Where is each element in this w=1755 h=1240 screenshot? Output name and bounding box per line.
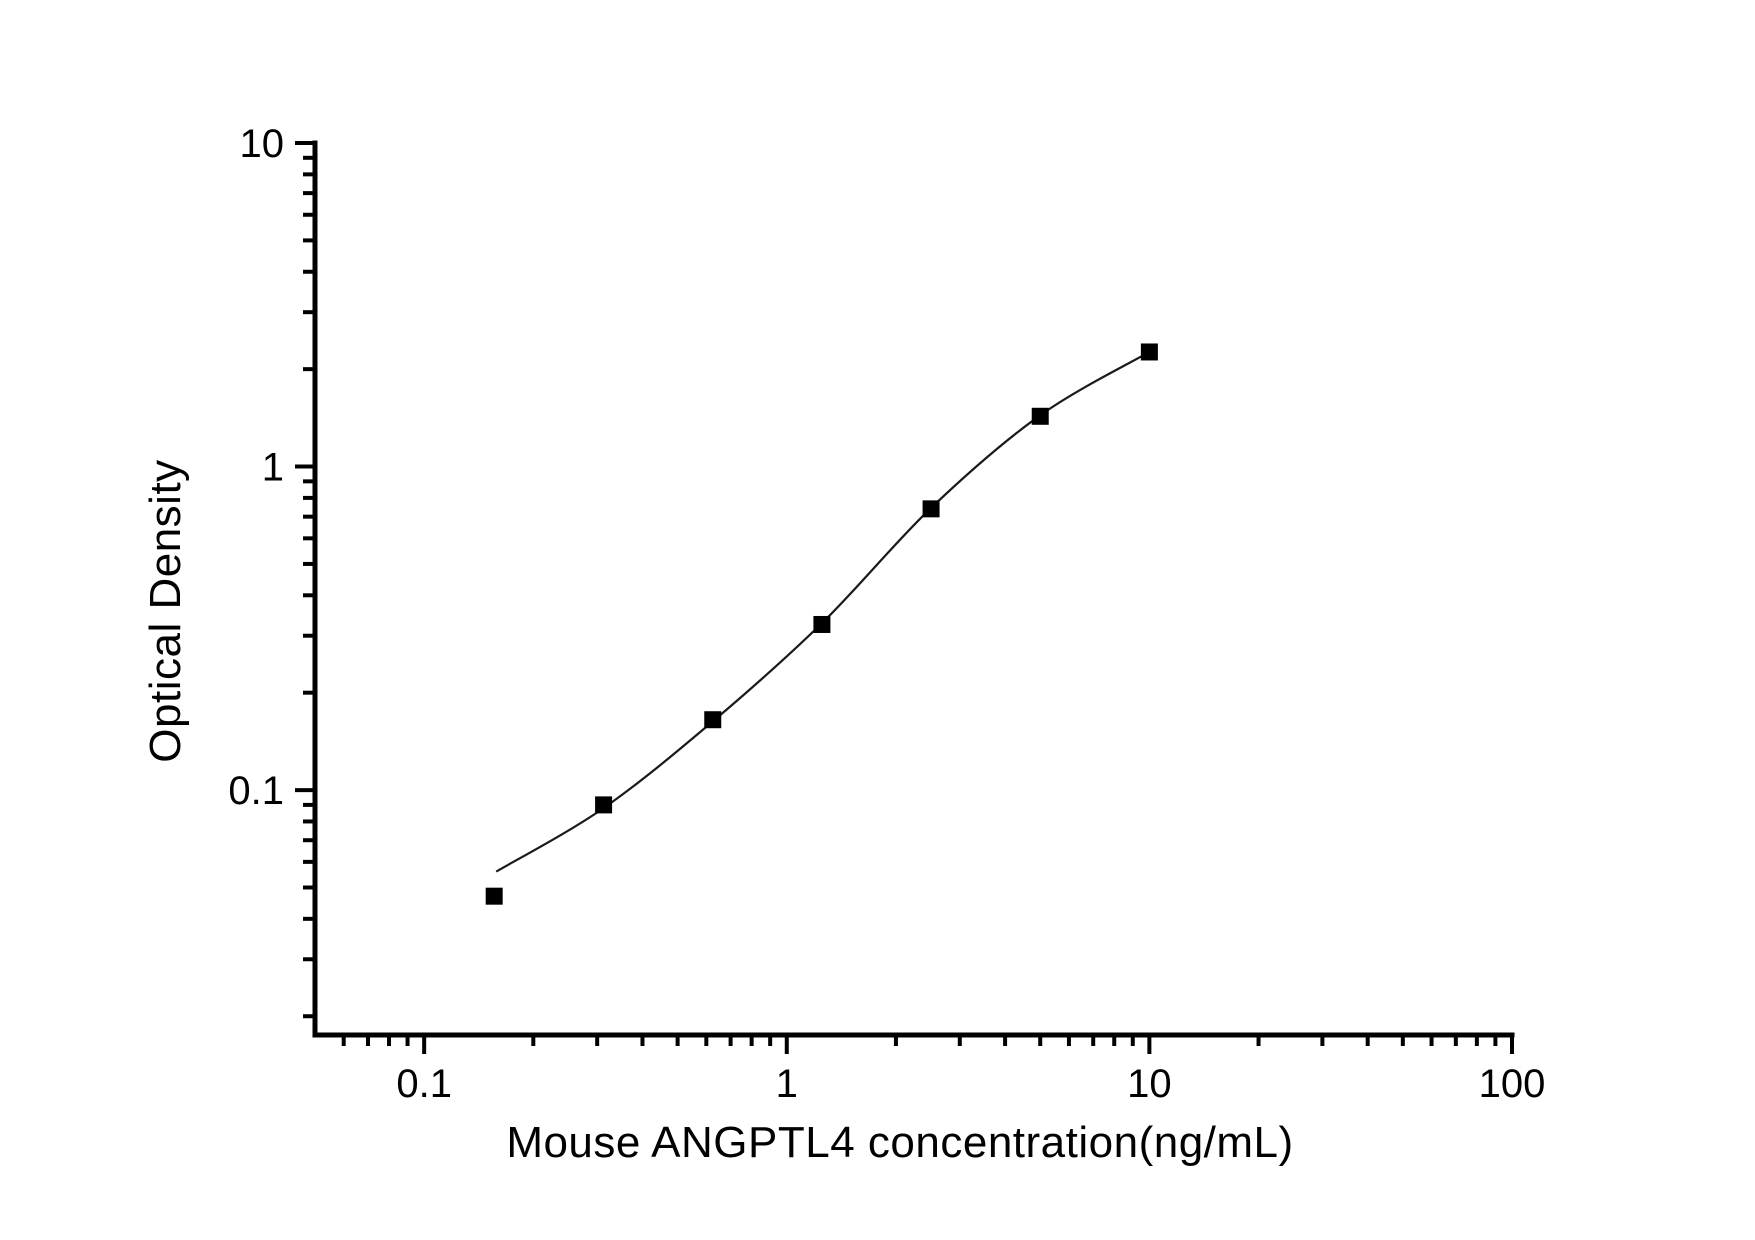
data-point-marker xyxy=(1140,343,1158,361)
data-point-marker xyxy=(922,500,940,518)
data-point-marker xyxy=(704,711,722,729)
y-tick-label: 10 xyxy=(240,122,285,166)
y-tick-label: 1 xyxy=(262,446,284,490)
y-tick-label: 0.1 xyxy=(228,769,284,813)
y-axis-title: Optical Density xyxy=(141,459,190,763)
fit-curve-line xyxy=(495,351,1150,873)
x-axis-title: Mouse ANGPTL4 concentration(ng/mL) xyxy=(506,1118,1294,1167)
x-tick-label: 10 xyxy=(1127,1062,1172,1106)
x-tick-label: 0.1 xyxy=(396,1062,452,1106)
data-point-marker xyxy=(485,887,503,905)
x-tick-label: 100 xyxy=(1479,1062,1546,1106)
x-tick-label: 1 xyxy=(776,1062,798,1106)
data-point-marker xyxy=(813,615,831,633)
data-point-marker xyxy=(1031,407,1049,425)
data-point-marker xyxy=(595,796,613,814)
